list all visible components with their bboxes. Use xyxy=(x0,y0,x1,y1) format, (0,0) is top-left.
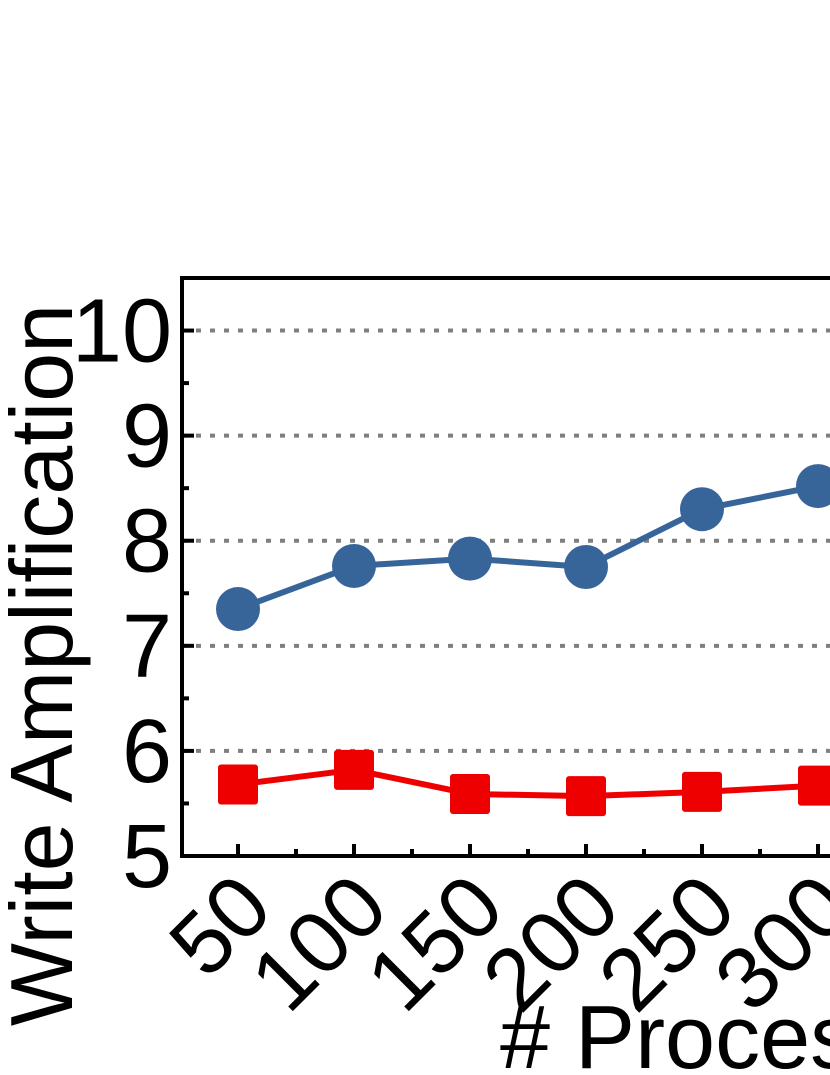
series-1-point-100 xyxy=(334,749,374,790)
series-0-point-250 xyxy=(680,487,724,532)
y-tick-label-5: 5 xyxy=(122,807,172,907)
y-tick-label-8: 8 xyxy=(122,492,172,592)
series-1-point-50 xyxy=(218,764,258,805)
series-0-point-50 xyxy=(216,587,260,632)
series-layer xyxy=(216,464,830,817)
y-tick-label-10: 10 xyxy=(72,282,172,382)
series-0-point-100 xyxy=(332,543,376,588)
axes xyxy=(180,276,830,858)
series-1-point-150 xyxy=(450,773,490,814)
series-1-point-300 xyxy=(798,765,830,806)
series-0-point-300 xyxy=(796,464,830,509)
series-1-point-250 xyxy=(682,771,722,812)
y-tick-label-7: 7 xyxy=(122,597,172,697)
series-0-line xyxy=(236,483,819,612)
series-1-point-200 xyxy=(566,776,606,817)
y-axis-label: Write Amplification xyxy=(0,304,91,1026)
series-0-point-200 xyxy=(564,545,608,589)
y-tick-label-6: 6 xyxy=(122,702,172,802)
series-1-line xyxy=(237,766,819,800)
gridlines xyxy=(182,328,830,753)
x-axis-label: # Proces xyxy=(500,988,830,1075)
series-0-point-150 xyxy=(448,536,492,581)
y-tick-label-9: 9 xyxy=(122,387,172,487)
